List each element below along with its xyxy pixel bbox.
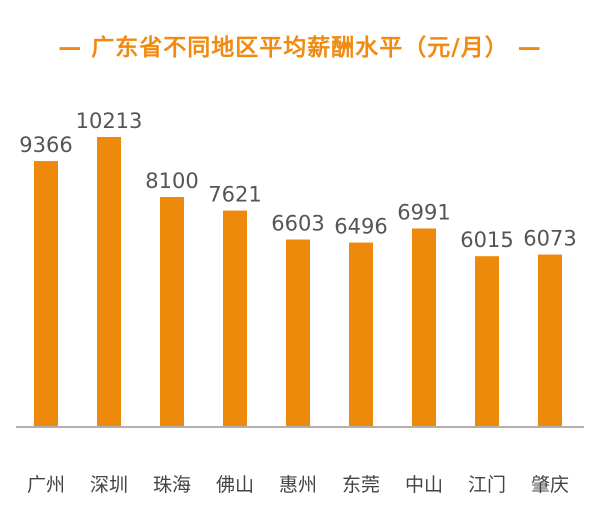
bar-3 xyxy=(160,196,184,427)
category-label-8: 江门 xyxy=(468,474,506,496)
category-label-9: 肇庆 xyxy=(531,474,569,496)
category-label-7: 中山 xyxy=(405,474,443,496)
bar-6 xyxy=(349,242,373,427)
bar-2 xyxy=(97,137,121,427)
value-label-5: 6603 xyxy=(271,212,324,236)
category-labels-group: 广州 深圳 珠海 佛山 惠州 东莞 中山 江门 肇庆 xyxy=(27,474,569,496)
category-label-6: 东莞 xyxy=(342,474,380,496)
value-label-2: 10213 xyxy=(76,109,143,133)
value-label-4: 7621 xyxy=(208,183,261,207)
value-label-8: 6015 xyxy=(460,228,513,252)
value-label-6: 6496 xyxy=(334,215,387,239)
value-label-3: 8100 xyxy=(145,169,198,193)
chart-title: — 广东省不同地区平均薪酬水平（元/月） — xyxy=(58,35,542,61)
category-label-1: 广州 xyxy=(27,474,65,496)
category-label-2: 深圳 xyxy=(90,474,128,496)
category-label-4: 佛山 xyxy=(216,474,254,496)
bars-group xyxy=(34,137,562,427)
bar-1 xyxy=(34,161,58,427)
value-label-1: 9366 xyxy=(19,133,72,157)
value-label-7: 6991 xyxy=(397,200,450,224)
bar-8 xyxy=(475,256,499,427)
category-label-5: 惠州 xyxy=(279,474,317,496)
bar-9 xyxy=(538,254,562,427)
bar-4 xyxy=(223,210,247,427)
bar-5 xyxy=(286,239,310,427)
value-label-9: 6073 xyxy=(523,227,576,251)
category-label-3: 珠海 xyxy=(153,474,191,496)
bar-7 xyxy=(412,228,436,427)
